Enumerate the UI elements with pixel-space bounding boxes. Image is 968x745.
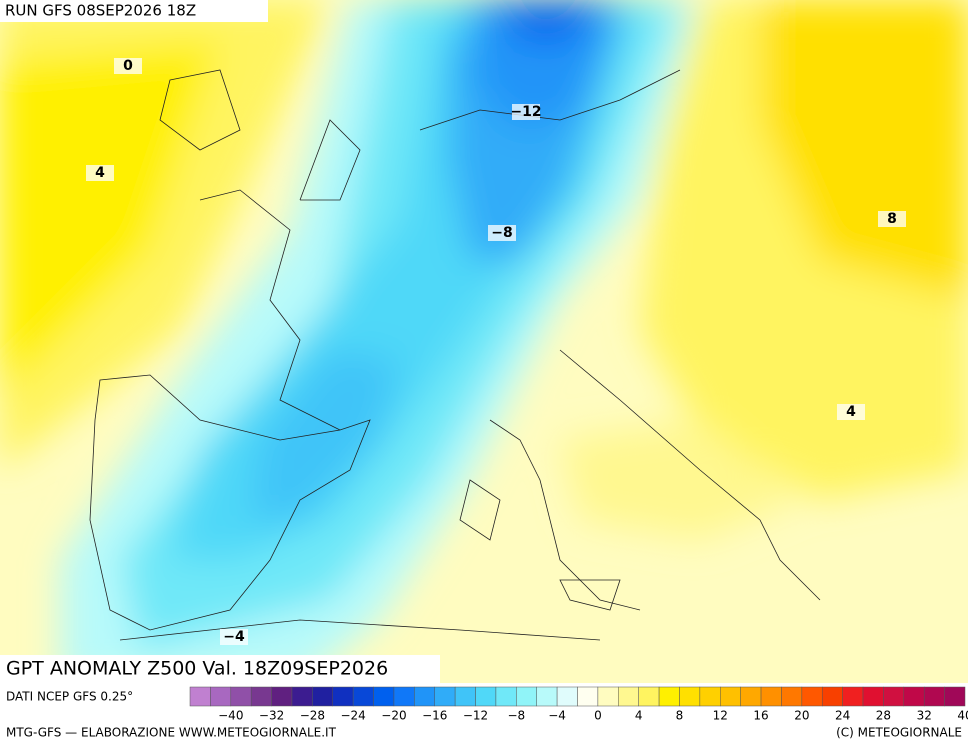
run-label: RUN GFS 08SEP2026 18Z: [5, 2, 196, 20]
color-swatch: [760, 686, 782, 707]
color-swatch: [801, 686, 823, 707]
colorbar-label: 12: [713, 709, 728, 723]
colorbar-label: −28: [300, 709, 325, 723]
color-swatch: [699, 686, 721, 707]
contour-label: 4: [95, 165, 105, 181]
label-bg: [837, 404, 865, 420]
colorbar-label: 8: [676, 709, 684, 723]
color-swatch: [312, 686, 334, 707]
colorbar-label: −40: [218, 709, 243, 723]
colorbar-label: 0: [594, 709, 602, 723]
colorbar-label: 16: [753, 709, 768, 723]
color-swatch: [454, 686, 476, 707]
label-bg: [86, 165, 114, 181]
color-swatch: [250, 686, 272, 707]
color-swatch: [903, 686, 925, 707]
colorbar: −40 −32 −28 −24 −20 −16 −12 −8 −4 0 4 8 12 16 20 24 28 32…: [189, 686, 968, 723]
color-swatch: [781, 686, 803, 707]
label-bg: [488, 225, 516, 241]
color-swatch: [842, 686, 864, 707]
color-swatch: [373, 686, 395, 707]
map: [0, 0, 968, 683]
label-bg: [114, 58, 142, 74]
color-swatch: [638, 686, 660, 707]
credits-left: MTG-GFS — ELABORAZIONE WWW.METEOGIORNALE…: [6, 726, 337, 740]
colorbar-label: 4: [635, 709, 643, 723]
credits-right: (C) METEOGIORNALE: [836, 726, 962, 740]
color-swatch: [944, 686, 966, 707]
contour-label: −8: [491, 225, 512, 241]
color-swatch: [658, 686, 680, 707]
color-swatch: [271, 686, 293, 707]
color-swatch: [536, 686, 558, 707]
color-swatch: [434, 686, 456, 707]
color-swatch: [883, 686, 905, 707]
colorbar-label: 24: [835, 709, 850, 723]
color-swatch: [556, 686, 578, 707]
contour-label: −12: [510, 104, 541, 120]
colorbar-label: −20: [381, 709, 406, 723]
contour-label: 8: [887, 211, 897, 227]
title-box: [0, 655, 440, 683]
color-swatch: [189, 686, 211, 707]
color-swatch: [720, 686, 741, 707]
colorbar-label: −16: [422, 709, 447, 723]
label-bg: [512, 104, 540, 120]
color-swatch: [679, 686, 701, 707]
color-swatch: [618, 686, 639, 707]
color-swatch: [862, 686, 884, 707]
color-swatch: [393, 686, 415, 707]
color-swatch: [352, 686, 374, 707]
contour-label: −4: [223, 629, 245, 645]
color-swatch: [577, 686, 599, 707]
colorbar-label: 40: [957, 709, 968, 723]
color-swatch: [210, 686, 232, 707]
contour-labels: 0 4 −12 −8 8 4 −4: [86, 58, 906, 645]
color-swatch: [597, 686, 619, 707]
color-swatch: [821, 686, 843, 707]
contour-label: 0: [123, 58, 133, 74]
colorbar-label: −24: [340, 709, 365, 723]
colorbar-label: −12: [463, 709, 488, 723]
colorbar-label: 32: [917, 709, 932, 723]
color-swatch: [923, 686, 945, 707]
colorbar-label: −32: [259, 709, 284, 723]
color-swatch: [740, 686, 762, 707]
color-swatch: [332, 686, 354, 707]
color-swatch: [414, 686, 435, 707]
colorbar-label: 28: [876, 709, 891, 723]
color-swatch: [230, 686, 252, 707]
color-swatch: [475, 686, 497, 707]
header-box: [0, 0, 268, 22]
colorbar-label: 20: [794, 709, 809, 723]
label-bg: [878, 211, 906, 227]
colorbar-label: −8: [507, 709, 525, 723]
colorbar-label: −4: [548, 709, 566, 723]
map-title: GPT ANOMALY Z500 Val. 18Z09SEP2026: [6, 658, 388, 680]
coastlines: [89, 69, 821, 641]
color-swatch: [516, 686, 537, 707]
color-swatch: [495, 686, 517, 707]
color-swatch: [291, 686, 313, 707]
label-bg: [220, 629, 248, 645]
contour-label: 4: [846, 404, 856, 420]
source-label: DATI NCEP GFS 0.25°: [6, 690, 133, 704]
